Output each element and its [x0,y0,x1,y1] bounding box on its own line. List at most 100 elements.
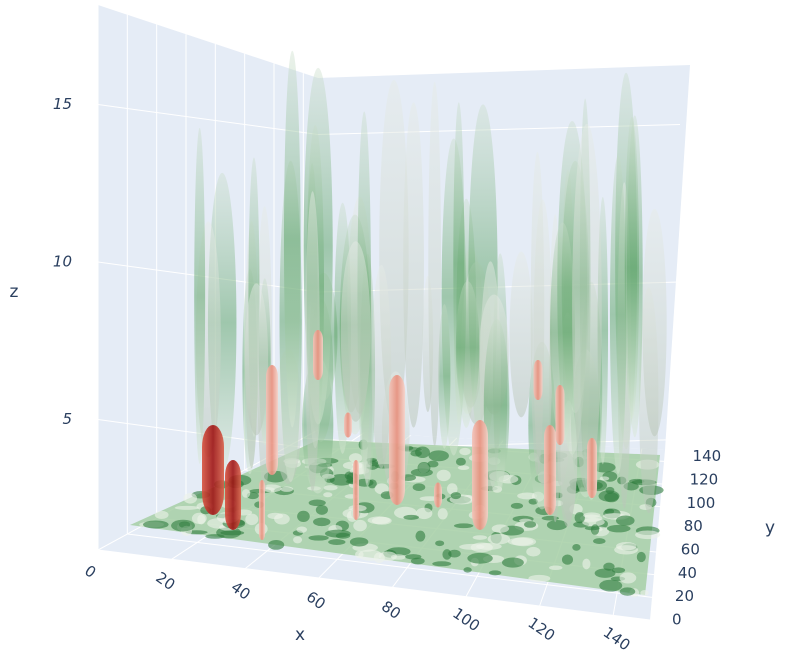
floor-blob [458,465,469,470]
floor-blob [593,538,605,544]
floor-blob [511,503,523,509]
floor-blob [616,542,637,550]
y-tick-label: 80 [684,517,703,535]
red-column [534,360,543,400]
floor-blob [171,520,195,532]
floor-blob [463,567,471,572]
floor-blob [155,511,169,519]
floor-blob [308,535,328,540]
floor-blob [245,514,258,525]
floor-blob [413,483,426,491]
floor-blob [583,512,600,518]
floor-blob [297,526,308,532]
floor-blob [268,540,284,550]
floor-blob [205,534,224,539]
floor-blob [323,492,332,497]
floor-blob [600,476,610,480]
floor-blob [175,506,199,510]
floor-blob [467,553,492,564]
floor-blob [616,516,635,526]
floor-blob [405,554,421,559]
volume-column [194,128,205,464]
red-column [353,460,359,520]
floor-blob [492,524,509,532]
floor-blob [325,530,351,538]
floor-blob [635,530,660,539]
x-tick-label: 20 [153,568,179,594]
floor-blob [293,536,302,543]
x-tick-label: 0 [81,561,99,581]
red-column [556,385,565,445]
x-tick-label: 60 [303,588,329,614]
floor-blob [489,570,501,575]
red-column [389,375,405,505]
floor-blob [197,515,205,525]
floor-blob [607,525,631,533]
floor-blob [343,461,363,469]
floor-blob [442,549,451,560]
y-tick-label: 120 [690,471,719,489]
floor-blob [372,517,392,525]
floor-blob [620,587,636,595]
volume-column [245,283,268,435]
y-axis-title: y [765,518,775,538]
floor-blob [435,540,444,546]
floor-blob [640,590,648,596]
floor-blob [582,559,590,570]
floor-blob [456,458,466,466]
floor-blob [437,470,451,481]
floor-blob [418,462,431,473]
y-tick-label: 100 [687,494,716,512]
red-column [202,425,224,515]
floor-blob [451,492,461,499]
volume-column [531,152,545,475]
x-tick-label: 140 [600,623,634,654]
floor-blob [637,552,646,562]
floor-blob [297,511,310,522]
floor-blob [313,518,330,527]
floor-blob [508,538,534,546]
x-axis-title: x [295,625,305,645]
floor-blob [572,544,580,551]
floor-blob [454,523,473,528]
floor-blob [355,551,364,558]
x-tick-label: 80 [378,597,404,623]
floor-blob [415,531,425,542]
floor-blob [438,508,448,519]
floor-blob [473,535,487,540]
y-tick-label: 20 [675,587,694,605]
y-tick-label: 60 [681,541,700,559]
z-tick-label: 15 [53,95,72,113]
floor-blob [353,520,367,531]
floor-blob [324,485,338,490]
chart: 0204060801001201400204060801001201405101… [0,0,785,657]
floor-blob [528,575,550,582]
floor-blob [316,505,328,515]
floor-blob [415,447,430,458]
volume-column [284,51,301,428]
red-column [313,330,323,380]
floor-blob [242,489,250,498]
volume-column [625,117,639,419]
volume-column [428,82,441,447]
floor-blob [599,580,622,592]
red-column [266,365,278,475]
volume-column [341,241,371,422]
volume-column [572,124,602,491]
z-tick-label: 5 [62,410,72,428]
red-column [259,480,265,540]
x-tick-label: 100 [449,604,483,635]
z-tick-label: 10 [53,253,72,271]
floor-blob [403,515,419,520]
floor-blob [488,534,510,544]
y-tick-label: 0 [672,611,682,629]
floor-blob [328,539,345,545]
red-column [344,413,352,438]
floor-blob [599,490,620,501]
volume-column [456,281,480,414]
y-tick-label: 140 [693,447,722,465]
floor-blob [620,572,637,583]
floor-blob [220,530,244,535]
red-column [587,438,597,498]
x-tick-label: 120 [525,614,559,645]
